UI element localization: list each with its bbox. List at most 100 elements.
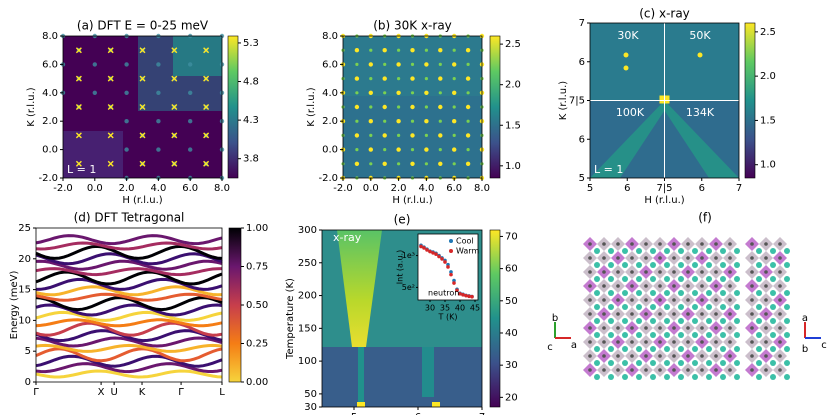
panel-title: (d) DFT Tetragonal: [74, 211, 185, 225]
atom: [678, 304, 684, 310]
colorbar-tick-label: 4.8: [243, 77, 259, 88]
atom: [630, 242, 634, 246]
atom: [644, 312, 648, 316]
y-tick-label: 2.0: [42, 116, 58, 127]
atom: [636, 332, 642, 338]
atom: [734, 248, 740, 254]
atom: [770, 304, 776, 310]
atom: [770, 248, 776, 254]
atom: [764, 340, 768, 344]
colorbar-tick-label: 2.0: [760, 71, 776, 82]
cross-marker: [203, 160, 210, 167]
atom: [770, 346, 776, 352]
atom: [700, 312, 704, 316]
inset-x-tick-label: 40: [455, 304, 465, 313]
heatmap-region: [322, 347, 482, 407]
heatmap-spot: [188, 90, 193, 96]
colorbar-tick-label: 0.25: [246, 339, 268, 350]
cross-marker: [171, 132, 178, 139]
heatmap-spot: [452, 77, 456, 81]
y-tick-label: 2.0: [322, 116, 338, 127]
cross-marker: [139, 47, 146, 54]
x-tick-label: 0.0: [87, 183, 103, 194]
x-tick-label: 6: [415, 412, 421, 415]
atom: [770, 318, 776, 324]
heatmap-spot: [424, 133, 428, 137]
atom: [602, 312, 606, 316]
atom: [594, 304, 600, 310]
atom: [630, 256, 634, 260]
atom: [602, 354, 606, 358]
x-tick-label: 7: [479, 412, 485, 415]
atom: [728, 326, 732, 330]
inset-point: [449, 270, 453, 274]
heatmap-spot: [410, 62, 415, 66]
heatmap-spot: [369, 77, 373, 81]
atom: [714, 368, 718, 372]
atom: [686, 368, 690, 372]
band-line: [35, 270, 223, 286]
heatmap-spot: [438, 48, 443, 53]
atom: [700, 340, 704, 344]
atom: [720, 346, 726, 352]
heatmap-spot: [396, 62, 401, 67]
atom: [700, 354, 704, 358]
atom: [728, 312, 732, 316]
atom: [616, 354, 620, 358]
atom: [664, 290, 670, 296]
heatmap-spot: [424, 105, 428, 109]
atom: [778, 298, 782, 302]
y-tick-label: 0: [25, 377, 31, 388]
heatmap-spot: [452, 105, 456, 109]
atom: [778, 284, 782, 288]
axis-letter: b: [802, 344, 808, 355]
atom: [636, 304, 642, 310]
y-tick-label: 100: [298, 356, 317, 367]
x-tick-label: -2.0: [53, 183, 73, 194]
atom: [608, 318, 614, 324]
atom: [588, 368, 592, 372]
atom: [602, 284, 606, 288]
atom: [692, 360, 698, 366]
atom: [588, 354, 592, 358]
atom: [594, 360, 600, 366]
atom: [686, 340, 690, 344]
heatmap-spot: [355, 119, 359, 123]
atom: [750, 326, 754, 330]
atom: [616, 368, 620, 372]
atom: [714, 270, 718, 274]
atom: [778, 354, 782, 358]
atom: [720, 262, 726, 268]
heatmap-spot: [424, 162, 428, 166]
colorbar-tick-label: 0.50: [246, 300, 268, 311]
heatmap-spot: [465, 161, 471, 166]
atom: [658, 312, 662, 316]
atom: [608, 332, 614, 338]
atom: [700, 270, 704, 274]
heatmap-spot: [438, 148, 442, 152]
heatmap-spot: [410, 76, 415, 81]
x-tick-label: 2.0: [119, 183, 135, 194]
heatmap-spot: [410, 119, 415, 123]
atom: [764, 368, 768, 372]
inset-point: [458, 291, 462, 296]
atom: [616, 312, 620, 316]
atom: [650, 290, 656, 296]
heatmap-spot: [382, 104, 387, 110]
legend-label: Cool: [456, 237, 474, 246]
x-tick-label: 7: [736, 183, 742, 194]
cross-marker: [139, 160, 146, 167]
x-tick-label: 0.0: [363, 183, 379, 194]
atom: [756, 360, 762, 366]
cross-marker: [171, 47, 178, 54]
y-tick-label: 10: [18, 315, 31, 326]
atom: [588, 326, 592, 330]
heatmap-spot: [452, 133, 456, 137]
colorbar: [227, 35, 239, 179]
inset-point: [455, 288, 459, 293]
x-axis-label: H (r.l.u.): [122, 195, 162, 206]
colorbar-tick-label: 50: [505, 296, 518, 307]
atom: [714, 284, 718, 288]
heatmap-spot: [623, 65, 629, 71]
atom: [622, 346, 628, 352]
